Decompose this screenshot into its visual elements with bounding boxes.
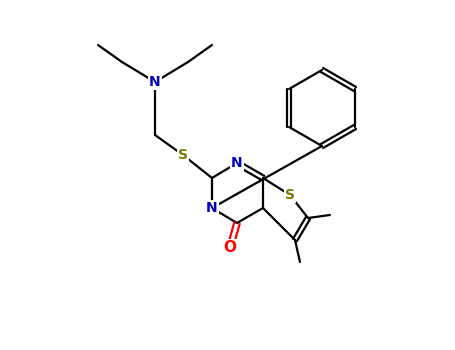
Text: N: N <box>149 75 161 89</box>
Text: S: S <box>178 148 188 162</box>
Text: S: S <box>285 188 295 202</box>
Text: N: N <box>206 201 218 215</box>
Text: N: N <box>231 156 243 170</box>
Text: O: O <box>223 240 237 256</box>
